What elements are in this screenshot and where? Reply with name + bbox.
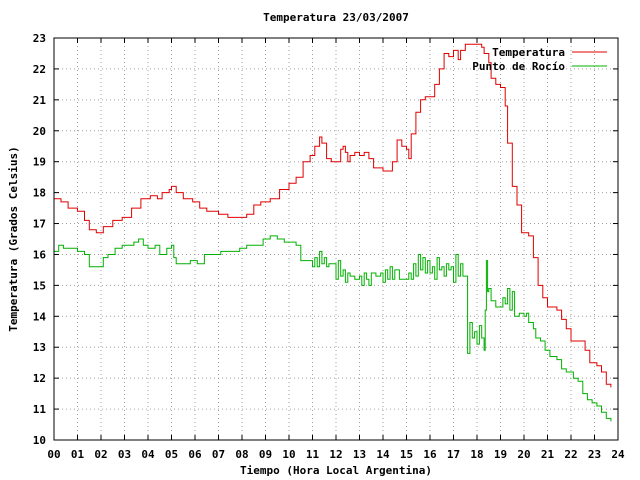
x-tick-label: 23: [588, 448, 601, 461]
x-tick-label: 19: [494, 448, 507, 461]
x-tick-label: 06: [188, 448, 202, 461]
x-tick-label: 15: [400, 448, 413, 461]
x-tick-label: 22: [564, 448, 577, 461]
x-tick-label: 12: [329, 448, 342, 461]
x-tick-label: 14: [376, 448, 390, 461]
x-tick-label: 01: [71, 448, 85, 461]
axis-ticks: 00 01 02 03 04 05 06 07 08 09 10 11 12 13 14 15 16 17 18 19…: [33, 32, 625, 461]
y-tick-label: 14: [33, 310, 47, 323]
y-tick-label: 20: [33, 125, 46, 138]
x-tick-label: 17: [447, 448, 460, 461]
x-tick-label: 04: [141, 448, 155, 461]
x-tick-label: 09: [259, 448, 272, 461]
y-tick-label: 15: [33, 279, 46, 292]
y-tick-label: 18: [33, 187, 46, 200]
y-axis-label: Temperatura (Grados Celsius): [7, 146, 20, 331]
legend-label: Punto de Rocío: [472, 60, 565, 73]
x-tick-label: 24: [611, 448, 625, 461]
x-tick-label: 10: [282, 448, 295, 461]
y-tick-label: 13: [33, 341, 46, 354]
x-tick-label: 21: [541, 448, 555, 461]
x-tick-label: 03: [118, 448, 131, 461]
series-line-punto-de-rocio: [54, 235, 612, 422]
chart-title: Temperatura 23/03/2007: [263, 11, 409, 24]
x-tick-label: 20: [517, 448, 530, 461]
y-tick-label: 17: [33, 218, 46, 231]
x-tick-label: 18: [470, 448, 483, 461]
series-line-temperatura: [54, 43, 612, 388]
y-tick-label: 10: [33, 434, 46, 447]
legend-label: Temperatura: [492, 46, 565, 59]
x-tick-label: 11: [306, 448, 320, 461]
y-tick-label: 11: [33, 403, 47, 416]
x-tick-label: 00: [47, 448, 60, 461]
x-tick-label: 13: [353, 448, 366, 461]
y-tick-label: 16: [33, 248, 47, 261]
x-tick-label: 07: [212, 448, 225, 461]
y-tick-label: 23: [33, 32, 46, 45]
x-tick-label: 16: [423, 448, 437, 461]
x-tick-label: 05: [165, 448, 178, 461]
x-axis-label: Tiempo (Hora Local Argentina): [240, 464, 432, 477]
y-tick-label: 19: [33, 156, 46, 169]
series-layer: [54, 43, 612, 422]
y-tick-label: 21: [33, 94, 47, 107]
y-tick-label: 12: [33, 372, 46, 385]
grid-lines: [54, 38, 618, 440]
y-tick-label: 22: [33, 63, 46, 76]
x-tick-label: 08: [235, 448, 248, 461]
x-tick-label: 02: [94, 448, 107, 461]
